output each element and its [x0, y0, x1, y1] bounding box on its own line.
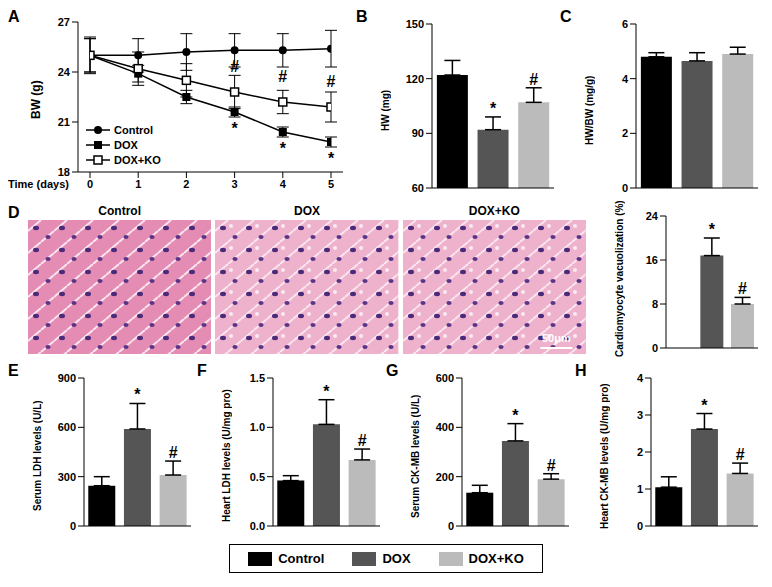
svg-text:2: 2	[637, 446, 643, 458]
svg-text:0: 0	[87, 178, 93, 190]
svg-text:#: #	[327, 73, 336, 90]
svg-text:*: *	[490, 100, 497, 117]
html-text:A: A	[8, 8, 20, 25]
svg-text:600: 600	[58, 421, 76, 433]
html-text:DOX: DOX	[114, 138, 138, 151]
html-text:DOX: DOX	[382, 551, 411, 566]
svg-text:200: 200	[436, 471, 454, 483]
svg-text:#: #	[230, 58, 239, 75]
html-text:HW/BW (mg/g): HW/BW (mg/g)	[583, 75, 595, 145]
svg-text:#: #	[358, 432, 367, 449]
svg-text:#: #	[738, 280, 747, 297]
svg-text:21: 21	[58, 116, 70, 128]
svg-text:24: 24	[646, 210, 659, 222]
html-text:Control: Control	[114, 123, 154, 136]
svg-text:*: *	[280, 140, 287, 157]
svg-text:#: #	[547, 457, 556, 474]
html-text:Cardiomyocyte vacuolization (%: Cardiomyocyte vacuolization (%)	[613, 200, 625, 358]
html-text:DOX+KO: DOX+KO	[468, 204, 520, 218]
svg-text:*: *	[709, 221, 716, 238]
svg-text:#: #	[278, 68, 287, 85]
svg-text:900: 900	[58, 372, 76, 384]
svg-text:4: 4	[637, 372, 644, 384]
svg-text:400: 400	[436, 421, 454, 433]
html-text:Heart LDH levels (U/mg pro): Heart LDH levels (U/mg pro)	[220, 389, 232, 523]
svg-text:0.0: 0.0	[250, 520, 265, 532]
html-text:C: C	[560, 8, 572, 25]
svg-text:*: *	[323, 383, 330, 400]
svg-text:27: 27	[58, 16, 70, 28]
html-text:D: D	[8, 204, 20, 221]
svg-text:0: 0	[448, 520, 454, 532]
svg-text:0: 0	[652, 342, 658, 354]
html-text:DOX+KO: DOX+KO	[468, 551, 524, 566]
svg-text:1: 1	[637, 483, 643, 495]
html-text:B: B	[356, 8, 368, 25]
svg-text:0: 0	[70, 520, 76, 532]
html-text:Serum CK-MB levels (U/L): Serum CK-MB levels (U/L)	[409, 394, 421, 518]
svg-text:#: #	[736, 446, 745, 463]
svg-text:24: 24	[58, 66, 71, 78]
svg-text:150: 150	[406, 18, 424, 30]
svg-text:*: *	[134, 386, 141, 403]
svg-text:120: 120	[406, 73, 424, 85]
html-text:E: E	[8, 362, 19, 379]
html-text:Serum LDH levels (U/L): Serum LDH levels (U/L)	[31, 400, 43, 512]
html-text:DOX: DOX	[294, 204, 320, 218]
svg-text:16: 16	[646, 254, 658, 266]
svg-text:2: 2	[183, 178, 189, 190]
html-text:Heart CK-MB levels (U/mg pro): Heart CK-MB levels (U/mg pro)	[598, 383, 610, 529]
svg-text:1.0: 1.0	[250, 421, 265, 433]
svg-text:90: 90	[412, 127, 424, 139]
html-text:Time (days): Time (days)	[8, 178, 69, 190]
svg-text:*: *	[231, 120, 238, 137]
svg-text:0: 0	[622, 182, 628, 194]
html-text:DOX+KO: DOX+KO	[114, 153, 161, 166]
svg-text:600: 600	[436, 372, 454, 384]
svg-text:300: 300	[58, 471, 76, 483]
svg-text:1.5: 1.5	[250, 372, 265, 384]
html-text:H: H	[575, 362, 587, 379]
svg-text:3: 3	[637, 409, 643, 421]
svg-text:0: 0	[637, 520, 643, 532]
html-text:BW (g): BW (g)	[29, 80, 44, 120]
svg-text:60: 60	[412, 182, 424, 194]
svg-text:6: 6	[622, 18, 628, 30]
svg-text:5: 5	[328, 178, 334, 190]
svg-text:1: 1	[135, 178, 141, 190]
svg-text:#: #	[169, 444, 178, 461]
svg-text:#: #	[529, 71, 538, 88]
html-text:Control: Control	[98, 204, 141, 218]
svg-text:8: 8	[652, 298, 658, 310]
svg-text:2: 2	[622, 127, 628, 139]
svg-text:4: 4	[280, 178, 287, 190]
svg-text:*: *	[701, 397, 708, 414]
html-text:HW (mg): HW (mg)	[379, 89, 391, 131]
svg-text:*: *	[328, 150, 335, 167]
svg-text:50μm: 50μm	[542, 332, 571, 344]
svg-text:*: *	[512, 407, 519, 424]
html-text:Control: Control	[278, 551, 325, 566]
svg-text:3: 3	[232, 178, 238, 190]
svg-text:18: 18	[58, 166, 70, 178]
html-text:F: F	[197, 362, 207, 379]
svg-text:4: 4	[622, 73, 629, 85]
svg-text:0.5: 0.5	[250, 471, 265, 483]
html-text:G: G	[386, 362, 399, 379]
